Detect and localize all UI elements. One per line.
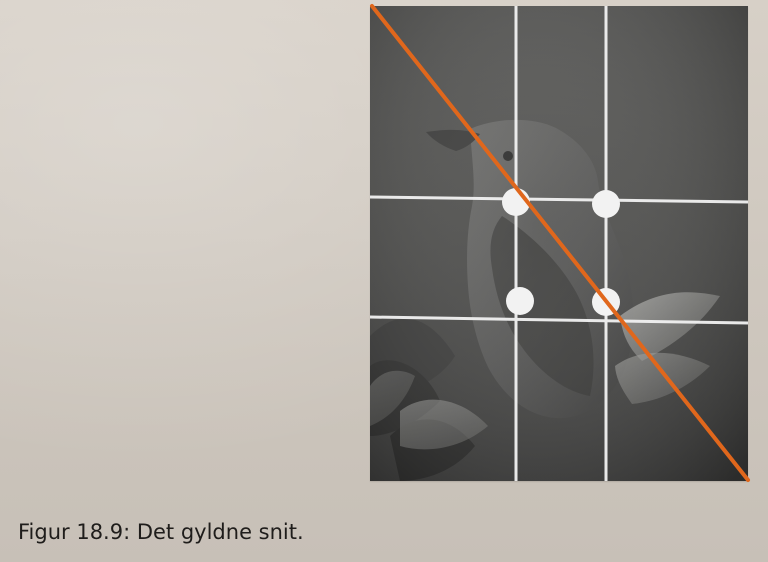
figure-caption: Figur 18.9: Det gyldne snit. xyxy=(18,520,304,544)
bird-photo xyxy=(370,6,748,481)
focus-point-3 xyxy=(506,287,534,315)
photo-vignette xyxy=(370,6,748,481)
focus-point-4 xyxy=(592,288,620,316)
figure-photo xyxy=(370,6,748,481)
focus-point-1 xyxy=(502,188,530,216)
focus-point-2 xyxy=(592,190,620,218)
ghost-text-bleedthrough xyxy=(250,0,370,285)
